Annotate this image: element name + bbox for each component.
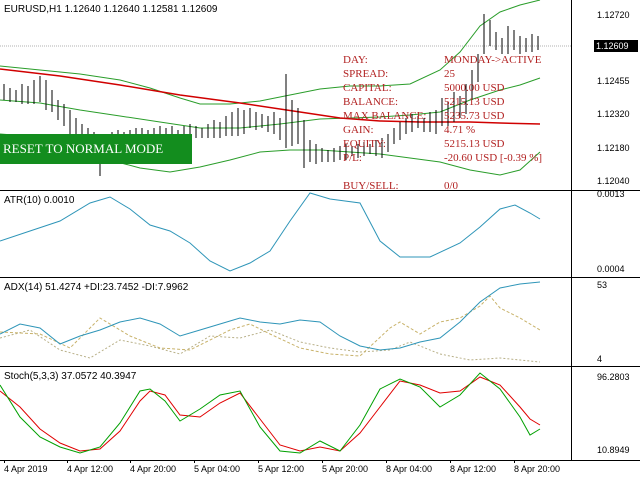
pane-divider xyxy=(0,366,640,367)
stoch-canvas xyxy=(0,372,541,454)
time-tick-mark xyxy=(450,460,451,463)
moving-average-line xyxy=(0,68,541,125)
stoch-main-line xyxy=(0,372,541,454)
current-price-badge: 1.12609 xyxy=(594,40,638,52)
stoch-pane[interactable]: Stoch(5,3,3) 37.0572 40.3947 xyxy=(0,367,572,460)
atr-line xyxy=(0,192,541,272)
stoch-axis: 96.2803 10.8949 xyxy=(572,367,640,460)
adx-tick: 53 xyxy=(597,280,608,290)
time-axis: 4 Apr 2019 4 Apr 12:00 4 Apr 20:00 5 Apr… xyxy=(0,460,640,480)
price-tick: 1.12180 xyxy=(597,143,630,153)
plus-di-line xyxy=(0,295,541,357)
adx-tick: 4 xyxy=(597,354,603,364)
adx-line xyxy=(0,281,541,351)
stoch-tick: 96.2803 xyxy=(597,372,630,382)
adx-pane[interactable]: ADX(14) 51.4274 +DI:23.7452 -DI:7.9962 xyxy=(0,278,572,366)
price-tick: 1.12720 xyxy=(597,10,630,20)
time-label: 4 Apr 20:00 xyxy=(130,464,177,474)
stat-row-balance: BALANCE: 5215.13 USD xyxy=(343,96,505,108)
atr-tick: 0.0013 xyxy=(597,189,625,199)
stat-row-spread: SPREAD: 25 xyxy=(343,68,455,80)
time-tick-mark xyxy=(258,460,259,463)
stat-row-equity: EQUITY: 5215.13 USD xyxy=(343,138,505,150)
price-tick: 1.12455 xyxy=(597,76,630,86)
atr-canvas xyxy=(0,192,541,272)
stoch-signal-line xyxy=(0,376,541,452)
stat-row-max-balance: MAX BALANCE: 5235.73 USD xyxy=(343,110,505,122)
symbol-label: EURUSD,H1 1.12640 1.12640 1.12581 1.1260… xyxy=(4,4,218,15)
time-label: 4 Apr 12:00 xyxy=(67,464,114,474)
atr-label: ATR(10) 0.0010 xyxy=(4,195,75,206)
time-label: 5 Apr 04:00 xyxy=(194,464,241,474)
upper-band-line xyxy=(0,0,541,105)
time-label: 5 Apr 20:00 xyxy=(322,464,369,474)
adx-axis: 53 4 xyxy=(572,278,640,366)
pane-divider xyxy=(0,277,640,278)
price-tick: 1.12040 xyxy=(597,176,630,186)
stat-row-pl: P/L: -20.60 USD [-0.39 %] xyxy=(343,152,543,164)
middle-band-line xyxy=(0,77,541,129)
time-tick-mark xyxy=(67,460,68,463)
time-label: 5 Apr 12:00 xyxy=(258,464,305,474)
stat-row-buy-sell: BUY/SELL: 0/0 xyxy=(343,180,459,192)
time-label: 8 Apr 12:00 xyxy=(450,464,497,474)
stoch-label: Stoch(5,3,3) 37.0572 40.3947 xyxy=(4,371,137,382)
time-tick-mark xyxy=(130,460,131,463)
time-tick-mark xyxy=(386,460,387,463)
stat-row-gain: GAIN: 4.71 % xyxy=(343,124,476,136)
atr-tick: 0.0004 xyxy=(597,264,625,274)
time-tick-mark xyxy=(514,460,515,463)
stat-row-day: DAY: MONDAY->ACTIVE xyxy=(343,54,542,66)
price-tick: 1.12320 xyxy=(597,109,630,119)
adx-canvas xyxy=(0,281,541,363)
adx-label: ADX(14) 51.4274 +DI:23.7452 -DI:7.9962 xyxy=(4,282,189,293)
time-tick-mark xyxy=(322,460,323,463)
time-label: 8 Apr 20:00 xyxy=(514,464,561,474)
time-label: 4 Apr 2019 xyxy=(4,464,48,474)
minus-di-line xyxy=(0,329,541,363)
stat-row-capital: CAPITAL: 5000.00 USD xyxy=(343,82,505,94)
time-tick-mark xyxy=(194,460,195,463)
atr-axis: 0.0013 0.0004 xyxy=(572,189,640,277)
pane-divider xyxy=(0,460,640,461)
stoch-tick: 10.8949 xyxy=(597,445,630,455)
price-axis: 1.12720 1.12455 1.12320 1.12180 1.12040 xyxy=(572,0,640,190)
time-tick-mark xyxy=(4,460,5,463)
time-label: 8 Apr 04:00 xyxy=(386,464,433,474)
pane-divider xyxy=(0,190,640,191)
atr-pane[interactable]: ATR(10) 0.0010 xyxy=(0,191,572,277)
reset-normal-mode-button[interactable]: RESET TO NORMAL MODE NOW xyxy=(0,134,192,186)
